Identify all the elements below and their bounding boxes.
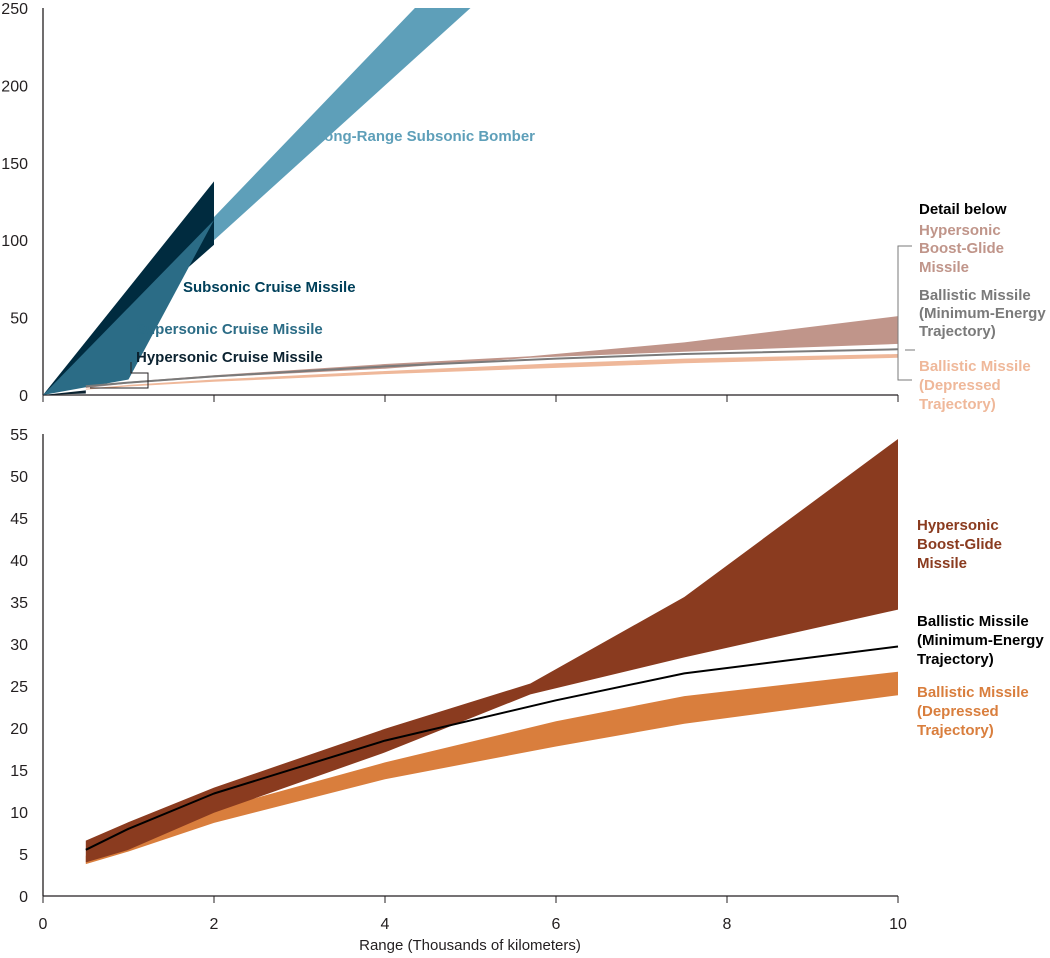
bottom-y-tick-label: 10 — [10, 805, 28, 822]
top-y-ticks: 0 50 100 150 200 250 — [1, 1, 28, 405]
top-y-tick-label: 200 — [1, 78, 28, 95]
top-band-hypersonic-cruise-missile — [43, 390, 86, 395]
bottom-y-tick-label: 25 — [10, 679, 28, 696]
label-bottom-min-energy: Ballistic Missile (Minimum-Energy Trajec… — [917, 613, 1048, 668]
x-tick-label: 2 — [210, 916, 219, 933]
top-band-subsonic-cruise-missile — [43, 181, 214, 395]
bottom-y-tick-label: 30 — [10, 637, 28, 654]
bottom-labels: Hypersonic Boost-Glide Missile Ballistic… — [917, 517, 1048, 739]
bottom-y-tick-label: 20 — [10, 721, 28, 738]
bottom-x-ticks: 0 2 4 6 8 10 — [39, 896, 907, 933]
label-hypersonic-cruise-missile: Hypersonic Cruise Missile — [136, 349, 323, 366]
top-band-ballistic-missile-depressed-trajectory — [85, 354, 899, 390]
x-tick-label: 10 — [889, 916, 907, 933]
top-line-ballistic-missile-minimum-energy-trajectory — [85, 348, 899, 388]
top-panel: 0 50 100 150 200 250 — [1, 1, 899, 405]
x-tick-label: 6 — [552, 916, 561, 933]
x-tick-label: 8 — [723, 916, 732, 933]
bottom-band-hypersonic-boost-glide-missile — [85, 439, 899, 863]
x-tick-label: 4 — [381, 916, 390, 933]
bottom-line-ballistic-missile-minimum-energy-trajectory — [85, 645, 899, 851]
bottom-band-ballistic-missile-depressed-trajectory — [85, 671, 899, 865]
bottom-y-tick-label: 0 — [19, 889, 28, 906]
annotation-detail-below: Detail below — [919, 201, 1007, 218]
hypersonic-cruise-leader-line — [90, 362, 149, 389]
top-y-tick-label: 0 — [19, 388, 28, 405]
bottom-y-tick-label: 50 — [10, 469, 28, 486]
bottom-y-tick-label: 35 — [10, 595, 28, 612]
bottom-series — [85, 439, 899, 865]
label-subsonic-cruise-missile: Subsonic Cruise Missile — [183, 279, 356, 296]
top-y-tick-label: 250 — [1, 1, 28, 18]
label-long-range-subsonic-bomber: Long-Range Subsonic Bomber — [315, 128, 535, 145]
bottom-y-tick-label: 40 — [10, 553, 28, 570]
label-bottom-depressed: Ballistic Missile (Depressed Trajectory) — [917, 684, 1033, 739]
top-y-tick-label: 100 — [1, 233, 28, 250]
top-x-ticks — [42, 395, 899, 402]
bottom-y-tick-label: 5 — [19, 847, 28, 864]
bottom-y-tick-label: 15 — [10, 763, 28, 780]
label-supersonic-cruise-missile: Supersonic Cruise Missile — [136, 321, 323, 338]
x-tick-label: 0 — [39, 916, 48, 933]
label-top-boost-glide: Hypersonic Boost-Glide Missile — [919, 222, 1008, 276]
x-axis-title: Range (Thousands of kilometers) — [359, 937, 581, 954]
top-y-tick-label: 150 — [1, 156, 28, 173]
top-series — [43, 8, 899, 395]
bottom-y-ticks: 0 5 10 15 20 25 30 35 40 45 50 55 — [10, 427, 28, 906]
top-band-supersonic-cruise-missile — [43, 220, 214, 395]
label-top-depressed: Ballistic Missile (Depressed Trajectory) — [919, 358, 1035, 413]
label-bottom-boost-glide: Hypersonic Boost-Glide Missile — [917, 517, 1006, 572]
bottom-panel: 0 5 10 15 20 25 30 35 40 45 50 55 0 2 4 6 8 10 Range (Th… — [10, 427, 907, 954]
bottom-y-tick-label: 45 — [10, 511, 28, 528]
label-top-min-energy: Ballistic Missile (Minimum-Energy Trajec… — [919, 287, 1050, 340]
detail-bracket — [897, 245, 912, 381]
top-y-tick-label: 50 — [10, 311, 28, 328]
top-labels: Long-Range Subsonic Bomber Subsonic Crui… — [90, 128, 1050, 413]
bottom-y-tick-label: 55 — [10, 427, 28, 444]
